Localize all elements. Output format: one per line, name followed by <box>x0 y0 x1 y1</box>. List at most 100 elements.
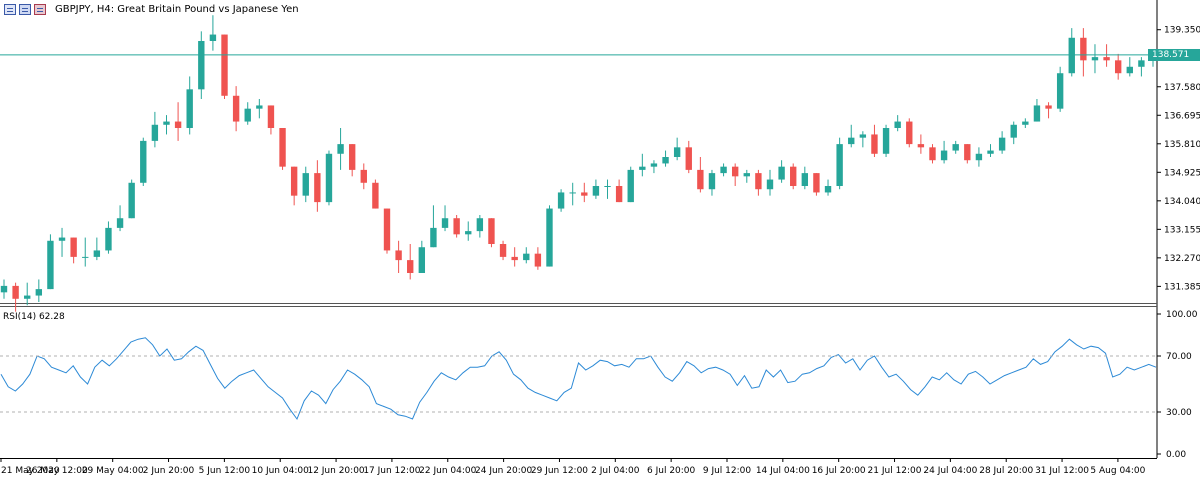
candle-body <box>766 179 774 190</box>
candle-body <box>302 173 309 196</box>
candle-body <box>290 166 298 196</box>
time-tick-label: 16 Jul 20:00 <box>812 466 866 476</box>
candle-body <box>906 121 913 145</box>
candle-body <box>720 166 727 174</box>
candle-body <box>395 250 402 261</box>
candle-body <box>1138 60 1145 67</box>
time-tick-label: 21 May 2020 <box>1 466 60 476</box>
candle-body <box>987 150 994 154</box>
rsi-label: RSI(14) 62.28 <box>3 312 65 322</box>
candle-body <box>801 173 809 186</box>
rsi-tick-label: 100.00 <box>1166 310 1198 320</box>
candle-body <box>546 208 553 267</box>
candle-body <box>24 295 31 299</box>
chart-title: GBPJPY, H4: Great Britain Pound vs Japan… <box>55 3 299 15</box>
candle-body <box>917 144 925 148</box>
candle-body <box>534 253 542 267</box>
candle-body <box>673 147 681 157</box>
candle-body <box>1033 105 1041 122</box>
price-tick-label: 132.270 <box>1164 254 1200 264</box>
bar-chart-icon[interactable] <box>4 3 16 15</box>
price-tick-label: 131.385 <box>1164 282 1200 292</box>
candle-body <box>592 186 600 196</box>
time-tick-label: 21 Jul 12:00 <box>868 466 922 476</box>
rsi-line <box>0 337 1157 421</box>
candle-series <box>0 15 1157 312</box>
candle-body <box>325 153 333 203</box>
time-tick-label: 2 Jul 04:00 <box>591 466 640 476</box>
candle-body <box>882 128 890 154</box>
candle-body <box>407 260 414 273</box>
candle-body <box>186 89 193 128</box>
rsi-tick-label: 70.00 <box>1166 352 1192 362</box>
candle-body <box>859 134 867 138</box>
candle-body <box>140 140 147 183</box>
time-tick-label: 31 Jul 12:00 <box>1035 466 1089 476</box>
candle-body <box>848 137 855 145</box>
candle-body <box>940 150 948 161</box>
time-tick-label: 5 Jun 12:00 <box>199 466 251 476</box>
chart-header: GBPJPY, H4: Great Britain Pound vs Japan… <box>4 2 299 16</box>
price-tick-label: 133.155 <box>1164 225 1200 235</box>
candle-body <box>1045 105 1052 109</box>
time-tick-label: 9 Jul 12:00 <box>703 466 752 476</box>
candle-body <box>198 41 205 90</box>
candle-body <box>0 285 8 293</box>
rsi-line-series <box>0 337 1157 421</box>
candle-body <box>685 147 692 170</box>
candle-body <box>1010 124 1017 138</box>
time-tick-label: 12 Jun 20:00 <box>307 466 364 476</box>
candle-body <box>569 192 576 194</box>
line-chart-icon[interactable] <box>34 3 46 15</box>
candle-body <box>279 128 286 167</box>
candle-body <box>894 121 901 128</box>
candle-body <box>1080 37 1087 61</box>
time-tick-label: 17 Jun 12:00 <box>363 466 420 476</box>
candle-body <box>511 256 518 261</box>
rsi-axis: 100.00 70.00 30.00 0.00 <box>0 310 1198 460</box>
price-tick-label: 139.350 <box>1164 26 1200 36</box>
candle-body <box>743 173 750 177</box>
candle-body <box>1022 121 1029 125</box>
candle-body <box>453 218 460 235</box>
candle-chart-icon[interactable] <box>19 3 31 15</box>
candle-body <box>813 173 820 193</box>
candle-body <box>523 253 530 261</box>
candle-body <box>1091 57 1099 61</box>
candle-body <box>35 289 43 296</box>
time-tick-label: 22 Jun 04:00 <box>419 466 476 476</box>
candle-body <box>128 182 135 219</box>
candle-body <box>871 134 878 154</box>
candle-body <box>476 218 484 232</box>
candle-body <box>82 256 89 258</box>
candle-body <box>267 105 275 128</box>
candle-body <box>824 186 832 193</box>
candle-body <box>58 237 66 241</box>
candle-body <box>1056 73 1064 109</box>
candle-body <box>1114 60 1122 74</box>
time-tick-label: 2 Jun 20:00 <box>143 466 195 476</box>
candle-body <box>221 34 228 96</box>
current-price-tag: 138.571 <box>1148 49 1200 61</box>
time-tick-label: 29 May 04:00 <box>82 466 144 476</box>
candle-body <box>929 147 936 161</box>
candle-body <box>93 250 101 257</box>
candle-body <box>314 173 321 203</box>
rsi-tick-label: 30.00 <box>1166 408 1192 418</box>
candle-body <box>790 166 797 186</box>
candle-body <box>708 173 716 190</box>
candle-body <box>639 166 646 170</box>
candle-body <box>70 237 77 257</box>
candle-body <box>430 227 437 248</box>
rsi-tick-label: 0.00 <box>1166 450 1186 460</box>
time-tick-label: 10 Jun 04:00 <box>252 466 309 476</box>
candle-body <box>662 157 669 164</box>
candle-body <box>174 121 182 128</box>
candle-body <box>418 247 426 273</box>
price-tick-label: 134.040 <box>1164 197 1200 207</box>
candle-body <box>244 108 251 122</box>
candle-body <box>731 166 739 177</box>
candle-body <box>465 231 472 235</box>
